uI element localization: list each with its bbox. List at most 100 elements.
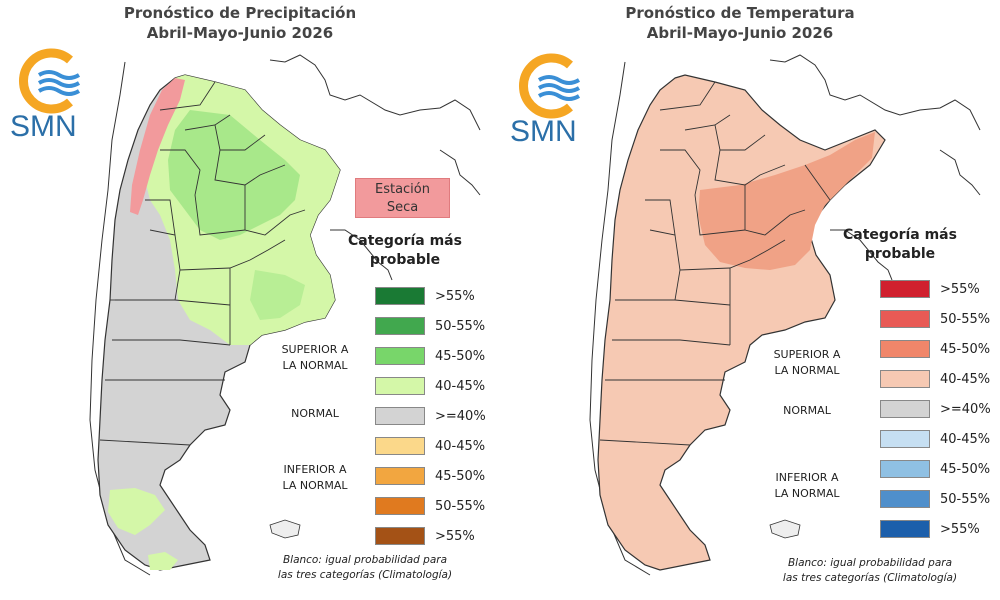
- precip-superior-label: SUPERIOR A LA NORMAL: [270, 342, 360, 374]
- malvinas-islands: [769, 519, 801, 539]
- temp-superior-line1: SUPERIOR A: [773, 348, 841, 361]
- precip-legend-row: >55%: [375, 285, 475, 307]
- temp-legend-row: 40-45%: [880, 428, 990, 450]
- precip-legend-row: 50-55%: [375, 315, 485, 337]
- precip-legend-label: 40-45%: [435, 378, 486, 394]
- precip-legend-row: >=40%: [375, 405, 486, 427]
- precip-legend-row: 50-55%: [375, 495, 485, 517]
- dry-season-region: [130, 78, 185, 215]
- temp-legend-label: 50-55%: [940, 311, 991, 327]
- province-borders: [99, 81, 306, 446]
- temp-superior-line2: LA NORMAL: [774, 364, 840, 377]
- temp-note-line2: las tres categorías (Climatología): [782, 572, 958, 584]
- temp-legend-label: >55%: [940, 281, 980, 297]
- precip-legend-swatch: [375, 497, 425, 515]
- temperature-map: [589, 54, 981, 576]
- temperature-title-line2: Abril-Mayo-Junio 2026: [646, 24, 834, 42]
- temp-legend-row: 45-50%: [880, 338, 990, 360]
- temp-legend-label: 40-45%: [940, 371, 991, 387]
- temp-note: Blanco: igual probabilidad para las tres…: [755, 556, 985, 586]
- temp-legend-label: 50-55%: [940, 491, 991, 507]
- temp-legend-swatch: [880, 430, 930, 448]
- temp-legend-row: >=40%: [880, 398, 991, 420]
- precip-inferior-label: INFERIOR A LA NORMAL: [270, 462, 360, 494]
- precip-legend-row: 45-50%: [375, 465, 485, 487]
- province-borders: [599, 81, 831, 446]
- temp-legend-label: >=40%: [940, 401, 991, 417]
- temp-legend-swatch: [880, 280, 930, 298]
- temp-legend-row: 40-45%: [880, 368, 990, 390]
- precip-legend-row: 45-50%: [375, 345, 485, 367]
- temperature-panel: Pronóstico de Temperatura Abril-Mayo-Jun…: [500, 0, 1000, 600]
- precip-legend-label: >55%: [435, 528, 475, 544]
- precip-legend-title: Categoría más probable: [340, 232, 470, 270]
- temp-legend-label: 40-45%: [940, 431, 991, 447]
- brazil-border: [769, 54, 981, 131]
- warm-region-core: [698, 132, 875, 270]
- temp-legend-row: >55%: [880, 518, 980, 540]
- precip-legend-row: >55%: [375, 525, 475, 547]
- precipitation-panel: Pronóstico de Precipitación Abril-Mayo-J…: [10, 3, 486, 583]
- temp-legend-swatch: [880, 340, 930, 358]
- temp-legend-swatch: [880, 310, 930, 328]
- precip-legend-swatch: [375, 527, 425, 545]
- precip-legend-swatch: [375, 317, 425, 335]
- south-brazil-coast: [939, 149, 981, 196]
- brazil-border: [269, 54, 481, 131]
- precip-superior-line1: SUPERIOR A: [281, 343, 349, 356]
- precip-note: Blanco: igual probabilidad para las tres…: [250, 553, 480, 583]
- precip-legend-label: 40-45%: [435, 438, 486, 454]
- precip-legend-swatch: [375, 467, 425, 485]
- temp-legend-title: Categoría más probable: [835, 226, 965, 264]
- temp-legend-swatch: [880, 520, 930, 538]
- temp-normal-label: NORMAL: [783, 404, 831, 417]
- precip-inferior-line2: LA NORMAL: [282, 479, 348, 492]
- uruguay-coast: [330, 229, 393, 281]
- temp-legend-row: 45-50%: [880, 458, 990, 480]
- temp-inferior-line2: LA NORMAL: [774, 487, 840, 500]
- precip-legend-title-line2: probable: [369, 252, 441, 268]
- wet-region-core: [168, 110, 300, 240]
- dry-season-line1: Estación: [374, 182, 430, 197]
- temp-legend-label: >55%: [940, 521, 980, 537]
- precip-legend-label: 50-55%: [435, 318, 486, 334]
- precip-note-line2: las tres categorías (Climatología): [277, 569, 453, 581]
- precip-legend-swatch: [375, 407, 425, 425]
- precip-legend-swatch: [375, 437, 425, 455]
- temp-legend-title-line2: probable: [864, 246, 936, 262]
- dry-season-label: Estación Seca: [355, 178, 450, 218]
- smn-logo-icon: [18, 48, 81, 114]
- temperature-title: Pronóstico de Temperatura Abril-Mayo-Jun…: [560, 3, 920, 43]
- precipitation-title: Pronóstico de Precipitación Abril-Mayo-J…: [60, 3, 420, 43]
- malvinas-islands: [269, 519, 301, 539]
- precip-inferior-line1: INFERIOR A: [283, 463, 347, 476]
- precip-superior-line2: LA NORMAL: [282, 359, 348, 372]
- precip-legend-label: 50-55%: [435, 498, 486, 514]
- smn-logo-text: SMN: [510, 115, 577, 148]
- wet-region-tierra: [148, 552, 178, 570]
- temp-legend-title-line1: Categoría más: [843, 227, 957, 243]
- precip-normal-label: NORMAL: [291, 407, 339, 420]
- smn-logo-icon: [518, 53, 581, 119]
- precip-legend-row: 40-45%: [375, 375, 485, 397]
- precip-legend-swatch: [375, 377, 425, 395]
- temp-legend-swatch: [880, 490, 930, 508]
- smn-logo-text: SMN: [10, 110, 77, 143]
- temp-superior-label: SUPERIOR A LA NORMAL: [762, 347, 852, 379]
- precipitation-map: [89, 54, 481, 576]
- wet-region-buenos-aires: [250, 270, 305, 320]
- temperature-title-line1: Pronóstico de Temperatura: [625, 4, 855, 22]
- precip-note-line1: Blanco: igual probabilidad para: [282, 554, 448, 566]
- precipitation-title-line1: Pronóstico de Precipitación: [123, 4, 357, 22]
- temp-inferior-line1: INFERIOR A: [775, 471, 839, 484]
- temp-legend-swatch: [880, 460, 930, 478]
- precip-legend-label: 45-50%: [435, 348, 486, 364]
- precip-legend-swatch: [375, 287, 425, 305]
- temp-inferior-label: INFERIOR A LA NORMAL: [762, 470, 852, 502]
- precip-legend-row: 40-45%: [375, 435, 485, 457]
- precip-legend-title-line1: Categoría más: [348, 233, 462, 249]
- temp-note-line1: Blanco: igual probabilidad para: [787, 557, 953, 569]
- temp-legend-row: 50-55%: [880, 488, 990, 510]
- precip-legend-label: >=40%: [435, 408, 486, 424]
- temp-legend-swatch: [880, 400, 930, 418]
